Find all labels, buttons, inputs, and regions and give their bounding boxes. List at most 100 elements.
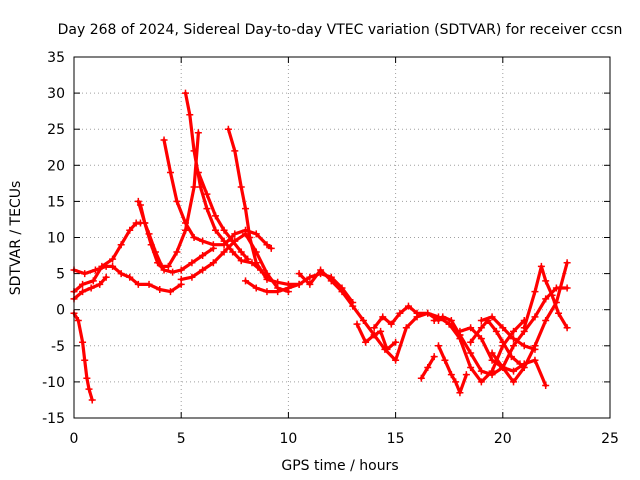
- data-point-marker: [242, 230, 250, 238]
- data-point-marker: [199, 266, 207, 274]
- data-point-marker: [91, 266, 99, 274]
- data-point-marker: [537, 262, 545, 270]
- data-point-marker: [267, 244, 275, 252]
- data-point-marker: [231, 147, 239, 155]
- data-point-marker: [488, 349, 496, 357]
- data-point-marker: [220, 237, 228, 245]
- data-point-marker: [117, 270, 125, 278]
- data-point-marker: [488, 313, 496, 321]
- data-point-marker: [244, 255, 252, 263]
- series-arc-11: [177, 230, 292, 296]
- data-point-marker: [477, 367, 485, 375]
- data-point-marker: [252, 259, 260, 267]
- y-tick-label: 20: [47, 158, 65, 174]
- series-arc-10: [224, 125, 303, 288]
- data-point-marker: [263, 241, 271, 249]
- data-point-marker: [220, 248, 228, 256]
- data-point-marker: [542, 277, 550, 285]
- y-tick-label: 30: [47, 86, 65, 102]
- data-point-marker: [563, 324, 571, 332]
- data-point-marker: [510, 367, 518, 375]
- data-point-marker: [417, 374, 425, 382]
- series-arc-23: [467, 317, 524, 368]
- series-arc-1: [70, 309, 96, 404]
- data-point-marker: [510, 342, 518, 350]
- data-point-marker: [203, 190, 211, 198]
- data-point-marker: [477, 317, 485, 325]
- data-point-marker: [477, 378, 485, 386]
- data-point-marker: [548, 291, 556, 299]
- data-point-marker: [499, 338, 507, 346]
- series-trace: [447, 318, 526, 384]
- data-point-marker: [510, 335, 518, 343]
- series-layer: [70, 89, 571, 404]
- data-point-marker: [447, 317, 455, 325]
- data-point-marker: [177, 275, 185, 283]
- x-tick-label: 0: [70, 431, 79, 447]
- data-point-marker: [377, 327, 385, 335]
- data-point-marker: [81, 356, 89, 364]
- data-point-marker: [531, 288, 539, 296]
- data-point-marker: [231, 237, 239, 245]
- series-trace: [226, 127, 301, 286]
- data-point-marker: [520, 363, 528, 371]
- data-point-marker: [359, 317, 367, 325]
- data-point-marker: [531, 313, 539, 321]
- data-point-marker: [81, 270, 89, 278]
- x-tick-label: 20: [494, 431, 512, 447]
- data-point-marker: [160, 136, 168, 144]
- data-point-marker: [555, 309, 563, 317]
- data-point-marker: [263, 288, 271, 296]
- data-point-marker: [441, 356, 449, 364]
- data-point-marker: [242, 205, 250, 213]
- data-point-marker: [209, 241, 217, 249]
- data-point-marker: [145, 230, 153, 238]
- data-point-marker: [74, 317, 82, 325]
- data-point-marker: [353, 320, 361, 328]
- data-point-marker: [492, 327, 500, 335]
- y-tick-label: 35: [47, 50, 65, 66]
- data-point-marker: [542, 382, 550, 390]
- data-point-marker: [434, 342, 442, 350]
- data-point-marker: [96, 280, 104, 288]
- x-axis-label: GPS time / hours: [281, 458, 398, 474]
- data-point-marker: [237, 257, 245, 265]
- data-point-marker: [381, 345, 389, 353]
- data-point-marker: [542, 317, 550, 325]
- data-point-marker: [134, 280, 142, 288]
- data-point-marker: [370, 324, 378, 332]
- data-point-marker: [181, 89, 189, 97]
- data-point-marker: [117, 241, 125, 249]
- data-point-marker: [520, 342, 528, 350]
- data-point-marker: [190, 147, 198, 155]
- data-point-marker: [242, 277, 250, 285]
- data-point-marker: [199, 237, 207, 245]
- data-point-marker: [102, 262, 110, 270]
- data-point-marker: [404, 302, 412, 310]
- data-point-marker: [102, 273, 110, 281]
- data-point-marker: [462, 371, 470, 379]
- data-point-marker: [237, 183, 245, 191]
- data-point-marker: [563, 259, 571, 267]
- series-trace: [297, 268, 398, 351]
- x-tick-label: 10: [279, 431, 297, 447]
- data-point-marker: [456, 335, 464, 343]
- series-arc-6: [136, 129, 202, 270]
- data-point-marker: [252, 284, 260, 292]
- data-point-marker: [79, 288, 87, 296]
- series-arc-16: [417, 353, 438, 382]
- series-arc-9: [194, 169, 252, 263]
- data-point-marker: [252, 248, 260, 256]
- data-point-marker: [158, 262, 166, 270]
- series-arc-24: [477, 313, 539, 353]
- data-point-marker: [136, 201, 144, 209]
- data-point-marker: [79, 338, 87, 346]
- data-point-marker: [126, 226, 134, 234]
- data-point-marker: [542, 295, 550, 303]
- series-arc-18: [434, 342, 470, 397]
- data-point-marker: [188, 273, 196, 281]
- data-point-marker: [145, 280, 153, 288]
- data-point-marker: [212, 212, 220, 220]
- data-point-marker: [231, 230, 239, 238]
- data-point-marker: [467, 324, 475, 332]
